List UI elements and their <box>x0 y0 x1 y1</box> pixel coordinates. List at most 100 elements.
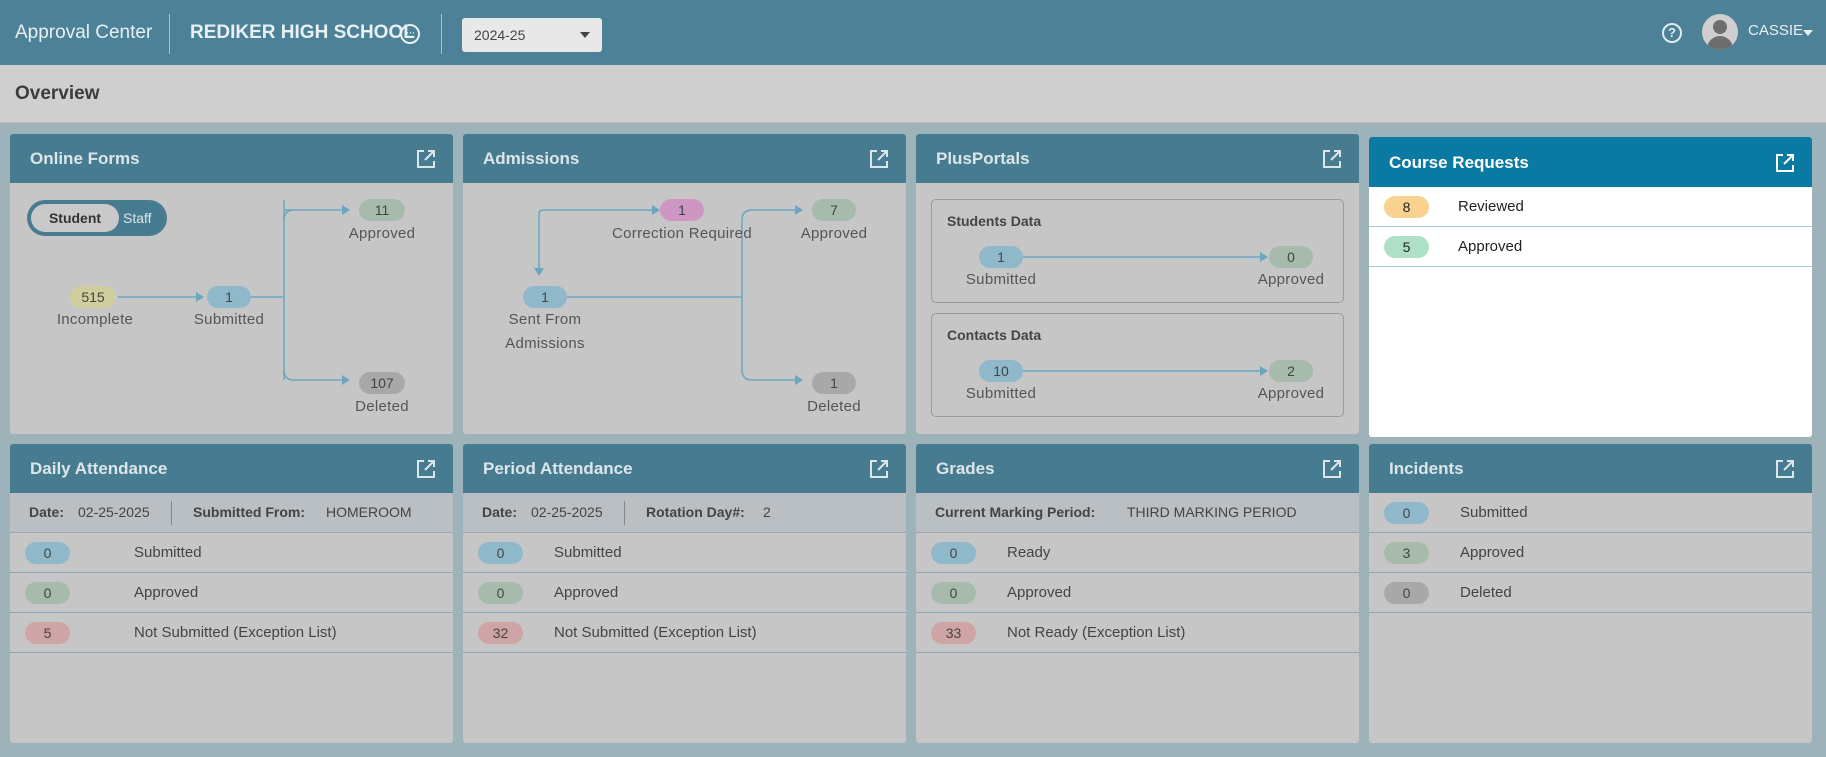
contacts-submitted-label: Submitted <box>965 385 1037 402</box>
flow-line <box>1023 252 1268 262</box>
students-approved-label: Approved <box>1257 271 1325 288</box>
deleted-count[interactable]: 107 <box>359 372 405 394</box>
card-title: Incidents <box>1389 459 1464 478</box>
students-submitted-count[interactable]: 1 <box>979 246 1023 268</box>
date-key: Date: <box>482 504 518 520</box>
external-link-icon[interactable] <box>415 458 437 480</box>
students-data-box[interactable]: Students Data 1 Submitted 0 Approved <box>931 199 1344 303</box>
students-submitted-label: Submitted <box>965 271 1037 288</box>
list-item[interactable]: 33 Not Ready (Exception List) <box>916 613 1359 653</box>
app-title[interactable]: Approval Center <box>15 22 153 43</box>
contacts-data-box[interactable]: Contacts Data 10 Submitted 2 Approved <box>931 313 1344 417</box>
card-header: Admissions <box>463 134 906 183</box>
not-ready-label: Not Ready (Exception List) <box>1007 624 1186 641</box>
rotation-value: 2 <box>763 504 771 520</box>
flow-lines <box>534 205 803 385</box>
school-year-value: 2024-25 <box>474 27 526 43</box>
list-item[interactable]: 0 Ready <box>916 533 1359 573</box>
list-item[interactable]: 0 Approved <box>463 573 906 613</box>
card-header: Daily Attendance <box>10 444 453 493</box>
list-item[interactable]: 0 Deleted <box>1369 573 1812 613</box>
students-approved-count[interactable]: 0 <box>1269 246 1313 268</box>
more-icon[interactable]: ··· <box>400 24 420 44</box>
approved-label: Approved <box>134 584 199 601</box>
not-ready-count: 33 <box>931 622 976 644</box>
flow-lines <box>118 200 350 385</box>
approved-count: 3 <box>1384 542 1429 564</box>
avatar-head <box>1713 20 1727 34</box>
external-link-icon[interactable] <box>1774 152 1796 174</box>
subbox-title: Students Data <box>947 213 1042 229</box>
user-name[interactable]: CASSIE <box>1748 22 1804 39</box>
not-submitted-count: 32 <box>478 622 523 644</box>
incidents-card: Incidents 0 Submitted 3 Approved 0 Delet… <box>1369 444 1812 743</box>
incomplete-count[interactable]: 515 <box>70 286 116 308</box>
list-item[interactable]: 5 Approved <box>1369 227 1812 267</box>
submitted-from-value: HOMEROOM <box>326 504 412 520</box>
list-item[interactable]: 8 Reviewed <box>1369 187 1812 227</box>
correction-count[interactable]: 1 <box>660 199 704 221</box>
not-submitted-label: Not Submitted (Exception List) <box>554 624 757 641</box>
list-item[interactable]: 0 Submitted <box>10 533 453 573</box>
submitted-label: Submitted <box>193 311 265 328</box>
reviewed-label: Reviewed <box>1458 198 1524 215</box>
approved-count[interactable]: 11 <box>359 199 405 221</box>
student-staff-toggle[interactable]: Student Staff <box>27 200 167 236</box>
approved-label: Approved <box>554 584 619 601</box>
not-submitted-label: Not Submitted (Exception List) <box>134 624 337 641</box>
list-item[interactable]: 3 Approved <box>1369 533 1812 573</box>
sent-label-line1: Sent From <box>508 311 582 328</box>
deleted-count[interactable]: 1 <box>812 372 856 394</box>
submitted-label: Submitted <box>1460 504 1528 521</box>
card-header: PlusPortals <box>916 134 1359 183</box>
external-link-icon[interactable] <box>1321 148 1343 170</box>
card-title: Online Forms <box>30 149 140 168</box>
external-link-icon[interactable] <box>1774 458 1796 480</box>
incomplete-label: Incomplete <box>56 311 134 328</box>
date-value: 02-25-2025 <box>78 504 150 520</box>
info-bar: Current Marking Period: THIRD MARKING PE… <box>916 493 1359 533</box>
chevron-down-icon[interactable] <box>1803 30 1813 36</box>
avatar-body <box>1707 36 1733 50</box>
list-item[interactable]: 0 Approved <box>916 573 1359 613</box>
approved-count[interactable]: 7 <box>812 199 856 221</box>
list-item[interactable]: 5 Not Submitted (Exception List) <box>10 613 453 653</box>
card-title: Admissions <box>483 149 580 168</box>
correction-label: Correction Required <box>612 225 752 242</box>
daily-attendance-card: Daily Attendance Date: 02-25-2025 Submit… <box>10 444 453 743</box>
sent-count[interactable]: 1 <box>523 286 567 308</box>
page-title: Overview <box>15 83 100 104</box>
marking-period-value: THIRD MARKING PERIOD <box>1127 504 1297 520</box>
submitted-from-key: Submitted From: <box>193 504 305 520</box>
ready-count: 0 <box>931 542 976 564</box>
deleted-label: Deleted <box>807 398 861 415</box>
online-forms-card: Online Forms Student Staff 515 Incomplet… <box>10 134 453 434</box>
admissions-card: Admissions 1 Correction Required 1 Sent … <box>463 134 906 434</box>
avatar[interactable] <box>1702 14 1738 50</box>
contacts-submitted-count[interactable]: 10 <box>979 360 1023 382</box>
approved-count: 5 <box>1384 236 1429 258</box>
list-item[interactable]: 0 Approved <box>10 573 453 613</box>
grades-card: Grades Current Marking Period: THIRD MAR… <box>916 444 1359 743</box>
list-item[interactable]: 0 Submitted <box>463 533 906 573</box>
not-submitted-count: 5 <box>25 622 70 644</box>
toggle-student[interactable]: Student <box>31 204 119 232</box>
submitted-count[interactable]: 1 <box>207 286 251 308</box>
approved-label: Approved <box>1458 238 1523 255</box>
list-item[interactable]: 32 Not Submitted (Exception List) <box>463 613 906 653</box>
list-item[interactable]: 0 Submitted <box>1369 493 1812 533</box>
external-link-icon[interactable] <box>1321 458 1343 480</box>
ready-label: Ready <box>1007 544 1051 561</box>
school-year-select[interactable]: 2024-25 <box>462 18 602 52</box>
chevron-down-icon <box>580 32 590 38</box>
school-name[interactable]: REDIKER HIGH SCHOOL <box>190 22 415 43</box>
approved-label: Approved <box>1007 584 1072 601</box>
help-icon[interactable]: ? <box>1662 23 1682 43</box>
card-title: Period Attendance <box>483 459 633 478</box>
subbox-title: Contacts Data <box>947 327 1042 343</box>
submitted-count: 0 <box>1384 502 1429 524</box>
external-link-icon[interactable] <box>868 458 890 480</box>
contacts-approved-count[interactable]: 2 <box>1269 360 1313 382</box>
toggle-staff[interactable]: Staff <box>123 210 152 226</box>
reviewed-count: 8 <box>1384 196 1429 218</box>
